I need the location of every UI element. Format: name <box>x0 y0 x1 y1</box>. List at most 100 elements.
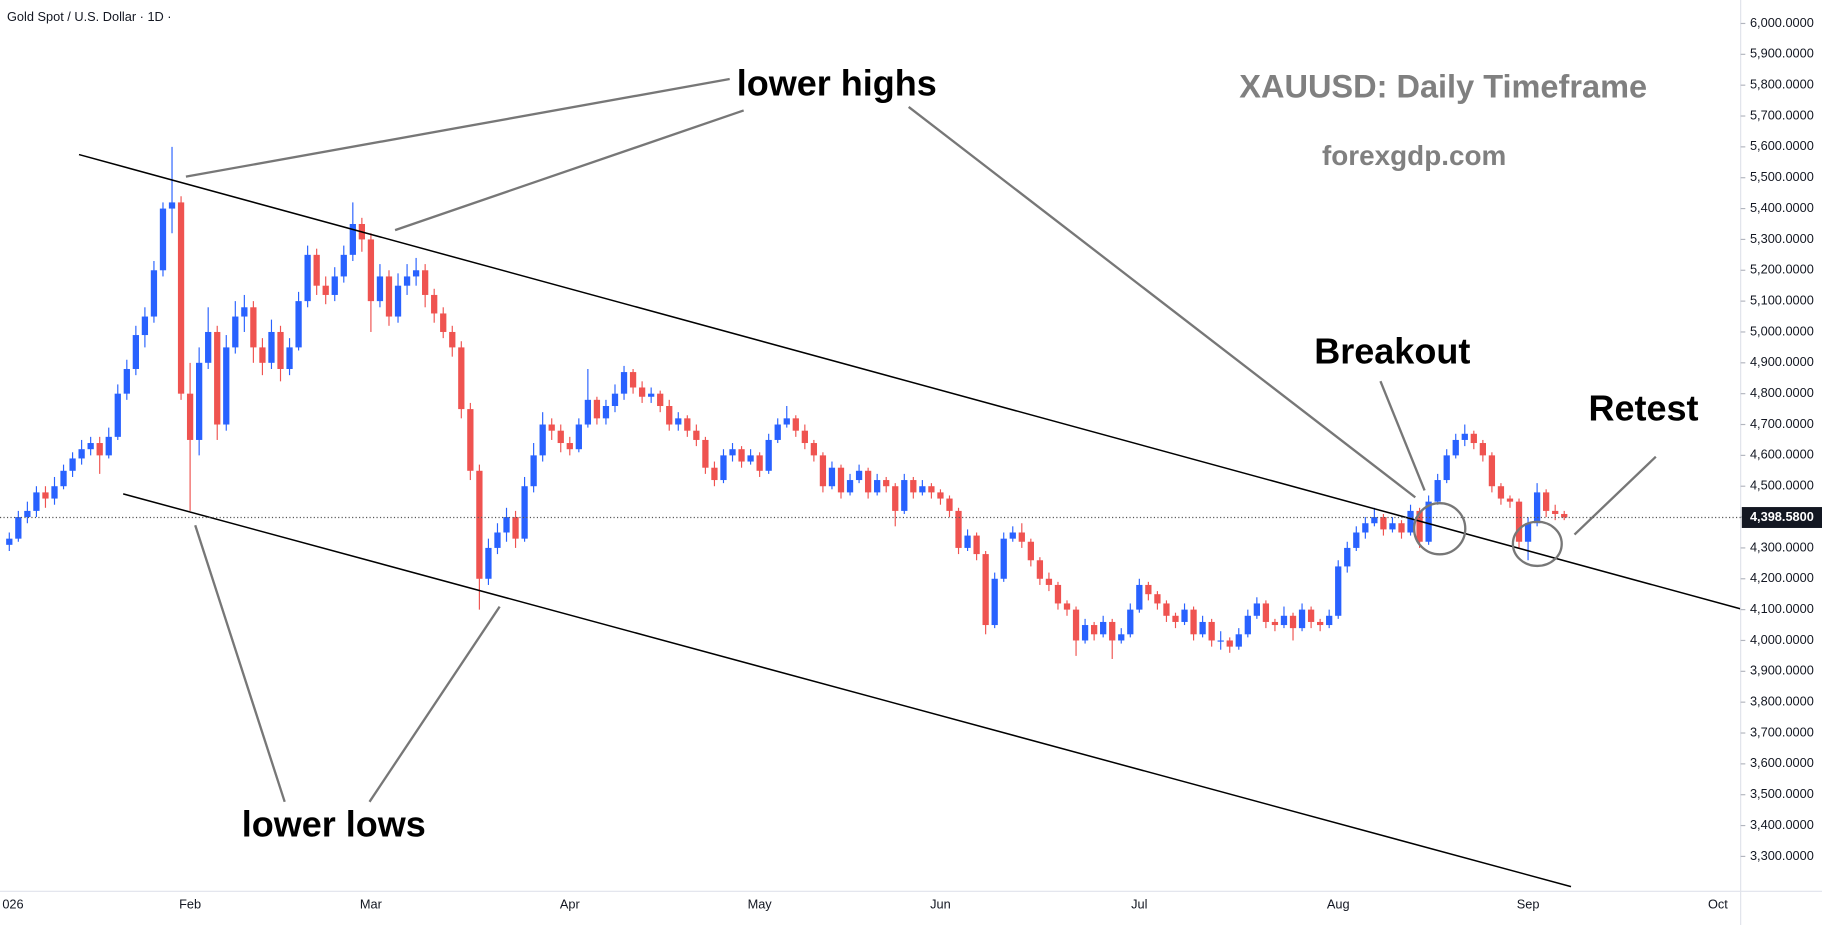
candle-body <box>512 517 519 539</box>
candle-body <box>394 285 402 317</box>
candle-body <box>1407 510 1414 533</box>
candle-body <box>105 436 112 456</box>
candle-body <box>602 406 610 419</box>
candle-body <box>1145 584 1152 595</box>
circle <box>1412 502 1467 556</box>
candle-body <box>322 285 329 295</box>
candle-body <box>15 517 22 539</box>
y-tick-label: 3,400.0000 <box>1750 817 1814 832</box>
y-tick-label: 3,900.0000 <box>1750 663 1814 678</box>
candle-body <box>1561 513 1568 518</box>
x-tick-label: Jun <box>930 897 951 912</box>
candle-body <box>467 409 474 471</box>
candle-body <box>412 270 420 277</box>
candle-body <box>1380 517 1387 530</box>
candle-body <box>720 455 727 481</box>
candle-body <box>846 480 854 493</box>
candle-body <box>24 510 31 518</box>
candle-body <box>87 443 94 450</box>
candle-body <box>422 270 429 295</box>
pointer <box>1573 455 1657 536</box>
x-tick-label: Aug <box>1327 897 1350 912</box>
x-tick-label: Feb <box>179 897 201 912</box>
y-tick-label: 3,800.0000 <box>1750 694 1814 709</box>
y-tick-label: 4,100.0000 <box>1750 601 1814 616</box>
pointer <box>1379 380 1426 491</box>
candle-body <box>1434 480 1441 502</box>
candle-body <box>1226 640 1233 647</box>
y-tick-label: 5,600.0000 <box>1750 138 1814 153</box>
candle-body <box>711 467 718 481</box>
candle-body <box>168 202 176 209</box>
candle-body <box>1398 523 1405 533</box>
x-tick-label: Oct <box>1708 897 1728 912</box>
candle-body <box>819 455 827 487</box>
candle-body <box>1253 603 1260 616</box>
y-tick-label: 4,300.0000 <box>1750 539 1814 554</box>
candle-body <box>1054 584 1062 604</box>
x-tick-label: 026 <box>2 897 23 912</box>
candle-body <box>1307 609 1315 622</box>
candle-body <box>910 480 917 493</box>
candle-body <box>196 362 203 440</box>
candle-body <box>747 455 754 462</box>
candle-body <box>431 294 438 314</box>
candle-body <box>1533 492 1541 524</box>
y-tick-label: 5,100.0000 <box>1750 292 1814 307</box>
candle-body <box>693 430 700 440</box>
candle-body <box>657 393 664 407</box>
candle-body <box>1335 566 1342 616</box>
candle-body <box>1154 594 1161 604</box>
candle-body <box>458 347 465 410</box>
x-tick-label: May <box>748 897 773 912</box>
candle-body <box>259 347 266 363</box>
candle-body <box>494 532 501 548</box>
candle-body <box>864 470 872 493</box>
candle-body <box>1018 532 1025 542</box>
candle-body <box>1127 609 1134 635</box>
candle-body <box>964 535 971 548</box>
y-tick-label: 4,700.0000 <box>1750 416 1814 431</box>
candle-body <box>774 424 781 440</box>
y-tick-label: 3,600.0000 <box>1750 755 1814 770</box>
candle-body <box>1136 584 1143 610</box>
candle-body <box>1353 532 1360 548</box>
candle-body <box>476 470 483 579</box>
candle-body <box>60 470 67 487</box>
candle-body <box>1389 523 1396 530</box>
candle-body <box>503 517 510 533</box>
candle-body <box>1289 615 1297 629</box>
candle-body <box>286 347 293 369</box>
candle-body <box>1190 609 1197 635</box>
annotation: Retest <box>1588 388 1698 429</box>
candle-body <box>729 449 736 456</box>
x-tick-label: Jul <box>1131 897 1147 912</box>
candle-body <box>584 399 592 425</box>
candle-body <box>340 254 347 277</box>
annotation: Breakout <box>1314 331 1470 372</box>
candle-body <box>1280 615 1288 626</box>
candle-body <box>205 331 212 363</box>
candle-body <box>313 254 320 286</box>
candle-body <box>801 430 808 444</box>
candle-body <box>232 316 239 348</box>
candle-body <box>1488 455 1496 487</box>
candle-body <box>1027 541 1034 561</box>
pointer <box>394 109 745 232</box>
candle-body <box>1262 603 1270 622</box>
candle-body <box>666 406 673 425</box>
candle-body <box>1036 560 1044 579</box>
candle-body <box>1371 517 1378 524</box>
candle-body <box>1416 510 1423 542</box>
candle-body <box>214 331 221 425</box>
trend-lines <box>78 153 1741 888</box>
candle-body <box>792 418 799 431</box>
candle-body <box>485 547 492 579</box>
y-tick-label: 5,300.0000 <box>1750 231 1814 246</box>
pointers <box>185 77 1657 803</box>
candle-body <box>1172 615 1179 622</box>
candle-body <box>1244 615 1251 635</box>
candle-body <box>973 535 980 555</box>
candle-body <box>1199 621 1206 635</box>
candle-body <box>828 467 836 487</box>
